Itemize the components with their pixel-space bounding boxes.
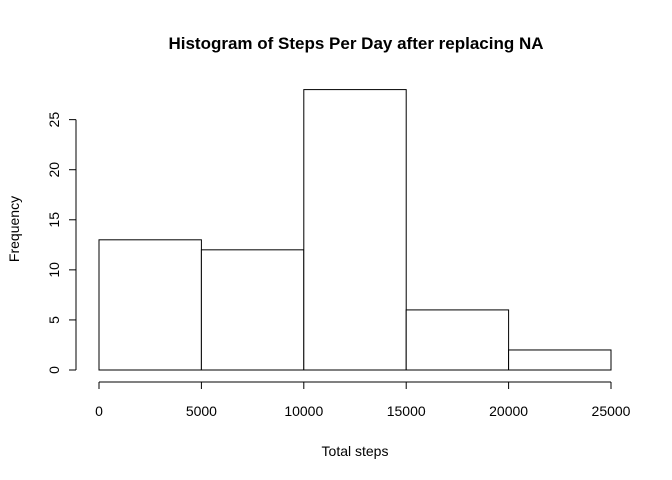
- x-tick-label: 10000: [284, 403, 323, 419]
- chart-title: Histogram of Steps Per Day after replaci…: [168, 34, 543, 53]
- x-tick-label: 20000: [489, 403, 528, 419]
- y-tick-label: 25: [46, 112, 62, 128]
- histogram-bar-3: [405, 309, 510, 371]
- x-tick-label: 0: [95, 403, 103, 419]
- histogram-bar-4: [508, 349, 612, 371]
- y-tick-label: 20: [46, 162, 62, 178]
- histogram-bar-0: [98, 239, 202, 371]
- y-tick-label: 0: [46, 366, 62, 374]
- histogram-bar-2: [303, 89, 407, 371]
- histogram-bar-1: [200, 249, 305, 371]
- x-axis-label: Total steps: [322, 443, 389, 459]
- x-tick-label: 5000: [186, 403, 217, 419]
- x-tick-label: 25000: [592, 403, 631, 419]
- y-tick-label: 10: [46, 262, 62, 278]
- bars-group: [98, 89, 612, 371]
- y-tick-label: 5: [46, 316, 62, 324]
- y-axis: 0 5 10 15 20 25: [46, 112, 77, 374]
- y-tick-label: 15: [46, 212, 62, 228]
- x-tick-label: 15000: [387, 403, 426, 419]
- x-axis: 0 5000 10000 15000 20000 25000: [95, 381, 631, 419]
- y-axis-label: Frequency: [6, 196, 22, 262]
